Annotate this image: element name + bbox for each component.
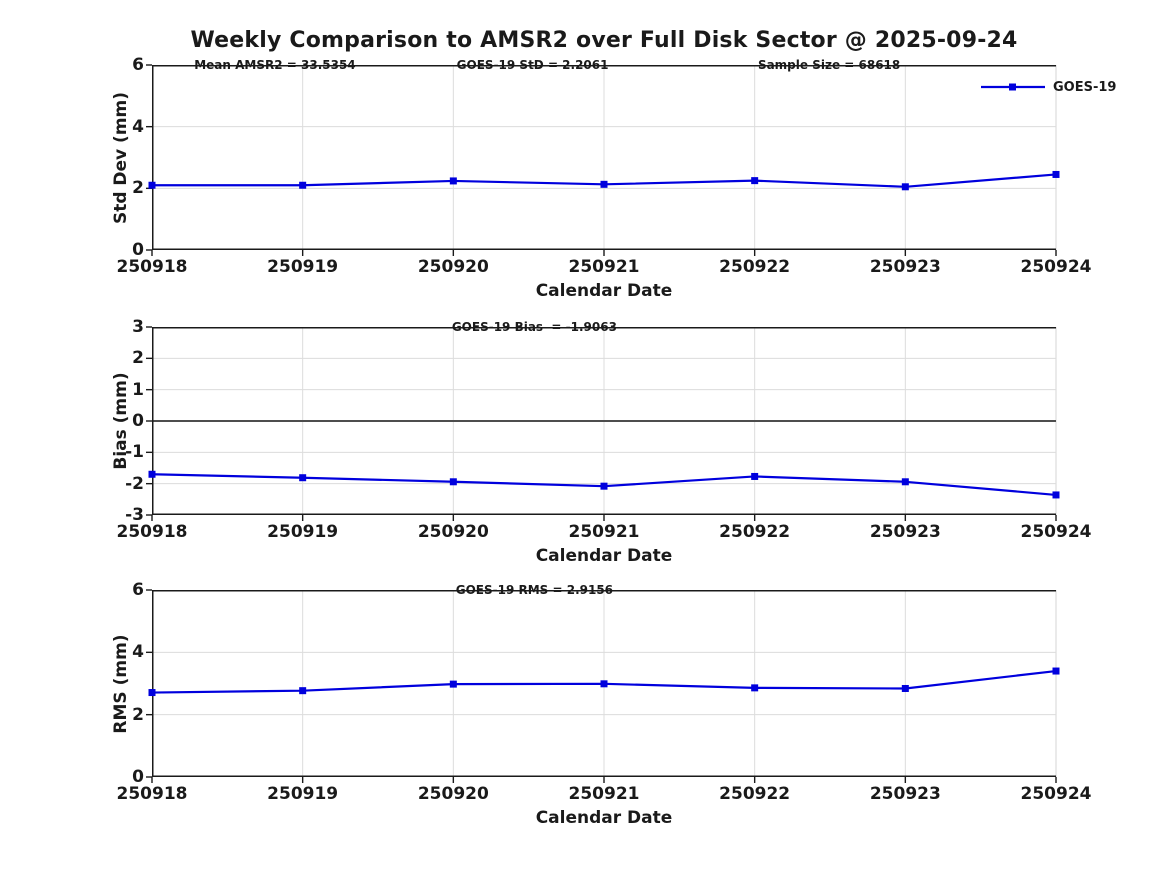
y-tick-label: 4	[132, 116, 144, 137]
y-axis-label-std-dev: Std Dev (mm)	[111, 91, 131, 224]
x-axis-label-rms: Calendar Date	[535, 808, 673, 828]
legend: GOES-19	[980, 79, 1117, 95]
y-tick-label: -3	[125, 505, 144, 525]
y-tick-label: 0	[132, 240, 144, 260]
y-tick-label: -2	[125, 473, 144, 494]
plot-canvas-rms	[146, 589, 1060, 783]
y-tick-label: 3	[132, 317, 144, 337]
y-tick-label: 1	[132, 379, 144, 400]
x-tick-label: 250918	[116, 257, 188, 277]
x-tick-label: 250923	[869, 522, 941, 542]
x-tick-label: 250922	[719, 522, 791, 542]
x-tick-label: 250923	[869, 257, 941, 277]
y-tick-label: 6	[132, 580, 144, 600]
x-tick-label: 250924	[1020, 257, 1092, 277]
x-axis-label-std-dev: Calendar Date	[535, 281, 673, 301]
y-tick-label: 2	[132, 178, 144, 199]
x-tick-label: 250924	[1020, 522, 1092, 542]
figure-title: Weekly Comparison to AMSR2 over Full Dis…	[190, 28, 1018, 53]
plot-canvas-bias	[146, 326, 1060, 521]
y-tick-label: 6	[132, 55, 144, 75]
x-tick-label: 250920	[417, 522, 489, 542]
x-tick-label: 250923	[869, 784, 941, 804]
x-tick-label: 250922	[719, 784, 791, 804]
x-tick-label: 250921	[568, 784, 640, 804]
panel-std-dev: Std Dev (mm) GOES-19 Calendar Date 25091…	[111, 55, 1116, 301]
y-tick-label: 2	[132, 348, 144, 369]
panel-rms: RMS (mm) Calendar Date 250918 250919 25092…	[111, 580, 1091, 828]
plot-canvas-std-dev	[146, 64, 1060, 256]
stat-annotation: Sample Size = 68618	[757, 58, 901, 72]
x-tick-label: 250919	[267, 522, 339, 542]
x-tick-label: 250919	[267, 784, 339, 804]
x-tick-label: 250920	[417, 784, 489, 804]
x-tick-label: 250918	[116, 784, 188, 804]
y-tick-label: 0	[132, 767, 144, 787]
stat-annotation: GOES-19 RMS = 2.9156	[455, 583, 614, 597]
x-tick-label: 250918	[116, 522, 188, 542]
x-tick-label: 250919	[267, 257, 339, 277]
stat-annotation: GOES-19 Bias = -1.9063	[451, 320, 617, 334]
y-tick-label: 4	[132, 642, 144, 663]
x-tick-label: 250921	[568, 522, 640, 542]
legend-line-icon	[981, 83, 1045, 91]
x-axis-label-bias: Calendar Date	[535, 546, 673, 566]
y-tick-label: -1	[125, 442, 144, 463]
y-tick-label: 0	[132, 411, 144, 431]
stat-annotation: Mean AMSR2 = 33.5354	[194, 58, 356, 72]
x-tick-label: 250921	[568, 257, 640, 277]
x-tick-label: 250924	[1020, 784, 1092, 804]
y-tick-label: 2	[132, 704, 144, 725]
stat-annotation: GOES-19 StD = 2.2061	[456, 58, 609, 72]
x-tick-label: 250920	[417, 257, 489, 277]
legend-label: GOES-19	[1053, 79, 1117, 95]
panel-bias: Bias (mm) Calendar Date 250918 250919 2509…	[111, 317, 1091, 566]
x-tick-label: 250922	[719, 257, 791, 277]
